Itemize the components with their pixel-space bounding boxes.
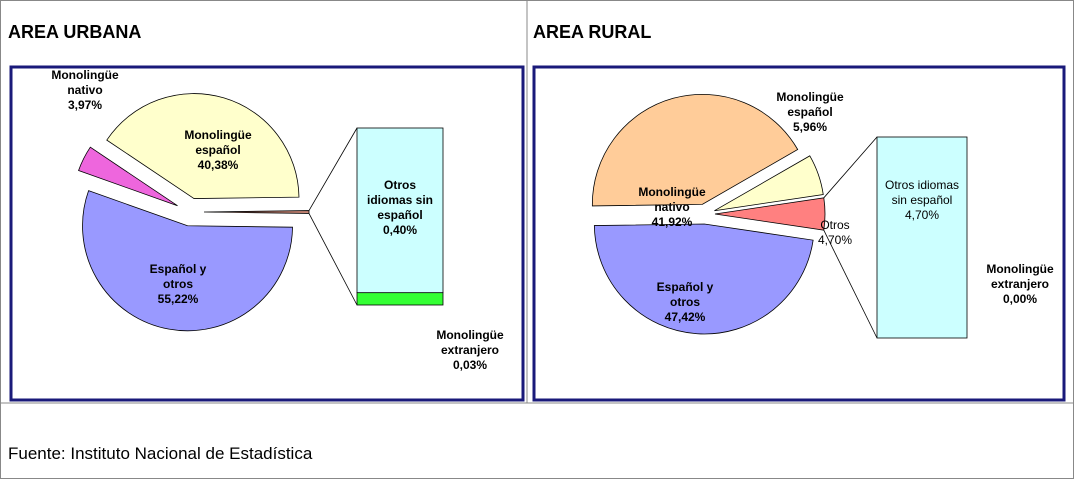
pie-slice bbox=[714, 155, 824, 212]
pie-slice bbox=[78, 146, 178, 207]
label-text: 55,22% bbox=[157, 292, 199, 306]
label-text: 40,38% bbox=[197, 158, 239, 172]
label-text: Otros idiomas sin español bbox=[366, 178, 434, 222]
connector bbox=[308, 213, 358, 306]
label-text: Otros idiomas sin español bbox=[884, 178, 960, 207]
label-text: Monolingüe extranjero bbox=[986, 262, 1054, 291]
label-text: 0,00% bbox=[1002, 292, 1038, 306]
pie-slice bbox=[593, 223, 814, 335]
data-label: Monolingüe nativo 3,97% bbox=[45, 68, 125, 113]
label-text: Español y otros bbox=[656, 280, 714, 309]
data-label: Español y otros 47,42% bbox=[650, 280, 720, 325]
data-label: Monolingüe español 5,96% bbox=[770, 90, 850, 135]
label-text: 4,70% bbox=[817, 233, 853, 247]
label-text: 5,96% bbox=[792, 120, 828, 134]
connector bbox=[823, 136, 878, 199]
bar-segment bbox=[356, 127, 444, 294]
label-text: 4,70% bbox=[904, 208, 940, 222]
label-text: 47,42% bbox=[664, 310, 706, 324]
data-label: Monolingüe nativo 41,92% bbox=[632, 185, 712, 230]
label-text: Monolingüe español bbox=[776, 90, 844, 119]
label-text: 41,92% bbox=[651, 215, 693, 229]
data-label: Otros idiomas sin español 0,40% bbox=[360, 178, 440, 238]
data-label: Monolingüe extranjero 0,03% bbox=[425, 328, 515, 373]
pie-slice bbox=[714, 197, 826, 231]
data-label: Monolingüe extranjero 0,00% bbox=[980, 262, 1060, 307]
bar-segment bbox=[876, 136, 968, 339]
label-text: Monolingüe nativo bbox=[51, 68, 119, 97]
pie-slice bbox=[203, 210, 310, 214]
label-text: 0,03% bbox=[452, 358, 488, 372]
label-text: 0,40% bbox=[382, 223, 418, 237]
label-text: 3,97% bbox=[67, 98, 103, 112]
connector bbox=[308, 127, 358, 211]
pie-slice bbox=[82, 190, 293, 332]
source-note: Fuente: Instituto Nacional de Estadístic… bbox=[8, 444, 313, 463]
data-label: Monolingüe español 40,38% bbox=[173, 128, 263, 173]
pie-slice bbox=[591, 94, 799, 207]
label-text: Otros bbox=[820, 218, 850, 232]
chart-title: AREA RURAL bbox=[533, 22, 652, 42]
chart-title: AREA URBANA bbox=[8, 22, 142, 42]
label-text: Español y otros bbox=[149, 262, 207, 291]
label-text: Monolingüe español bbox=[184, 128, 252, 157]
data-label: Español y otros 55,22% bbox=[143, 262, 213, 307]
data-label: Otros idiomas sin español 4,70% bbox=[878, 178, 966, 223]
label-text: Monolingüe extranjero bbox=[436, 328, 504, 357]
pie-slice bbox=[106, 93, 300, 199]
connector bbox=[823, 230, 878, 339]
label-text: Monolingüe nativo bbox=[638, 185, 706, 214]
bar-segment bbox=[356, 292, 444, 306]
data-label: Otros 4,70% bbox=[810, 218, 860, 248]
